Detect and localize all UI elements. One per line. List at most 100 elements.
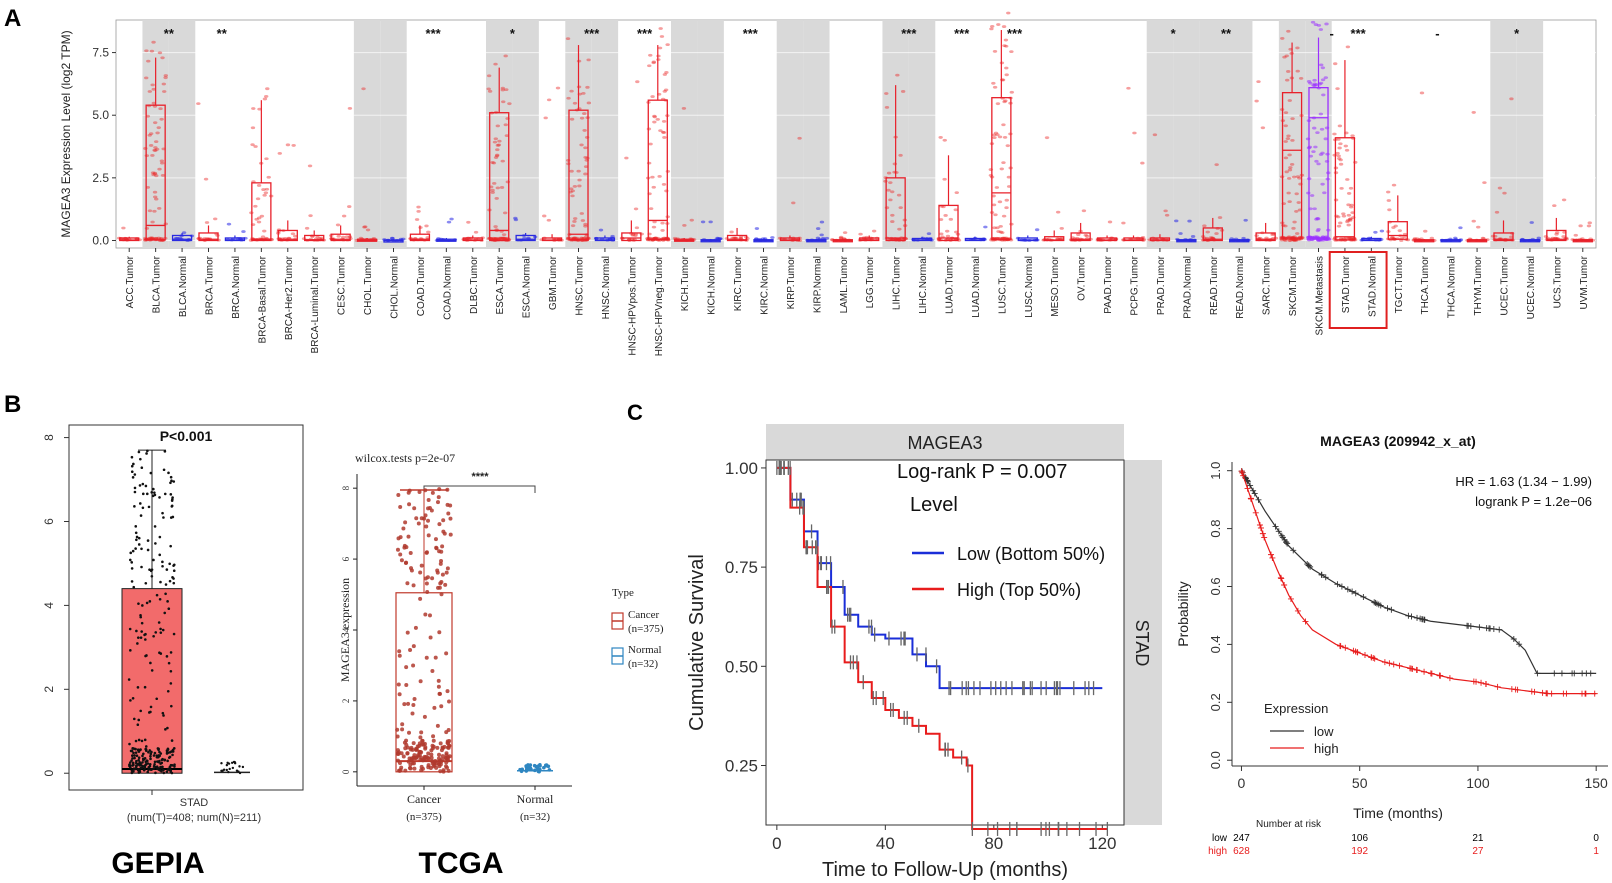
data-point (263, 191, 269, 195)
data-point (1482, 181, 1487, 185)
x-tick-label: KIRP.Normal (812, 256, 823, 313)
data-point (146, 759, 149, 763)
data-point (630, 233, 635, 237)
data-point (1004, 44, 1009, 48)
data-point (1552, 204, 1557, 208)
data-point (513, 216, 518, 220)
data-point (491, 161, 497, 165)
data-point (1290, 238, 1296, 242)
data-point (1379, 229, 1385, 233)
data-point (412, 506, 417, 511)
data-point (1387, 208, 1392, 212)
data-point (396, 682, 401, 687)
data-point (497, 236, 503, 240)
data-point (647, 64, 652, 68)
data-point (1344, 148, 1350, 152)
data-point (1152, 133, 1158, 137)
panel-label-c: C (627, 400, 643, 425)
data-point (137, 738, 141, 742)
y-tick-label: 6 (42, 518, 56, 525)
data-point (992, 50, 998, 53)
data-point (1306, 191, 1311, 195)
data-point (566, 96, 571, 100)
data-point (227, 770, 230, 774)
shade-band (671, 20, 698, 248)
data-point (583, 146, 588, 150)
data-point (1292, 238, 1297, 242)
data-point (446, 768, 451, 773)
x-tick-label: READ.Tumor (1209, 255, 1220, 315)
data-point (1471, 111, 1476, 114)
x-tick-label: BRCA.Tumor (205, 255, 216, 315)
data-point (1282, 55, 1287, 59)
data-point (1001, 123, 1006, 127)
data-point (579, 143, 584, 147)
data-point (168, 579, 172, 583)
data-point (129, 649, 132, 652)
y-tick-label: 2 (42, 686, 56, 693)
data-point (890, 213, 895, 217)
data-point (148, 237, 154, 240)
data-point (648, 142, 653, 146)
data-point (572, 185, 578, 188)
data-point (730, 236, 735, 240)
significance-label: *** (1007, 26, 1023, 41)
x-tick-label: 0 (772, 834, 781, 853)
data-point (494, 154, 500, 158)
data-point (130, 561, 134, 564)
data-point (819, 220, 825, 224)
data-point (164, 728, 167, 731)
x-tick-label: UCEC.Normal (1526, 256, 1537, 319)
x-tick-label: THCA.Normal (1447, 256, 1458, 318)
data-point (577, 178, 582, 182)
data-point (227, 762, 231, 765)
data-point (130, 455, 134, 459)
data-point (1214, 163, 1219, 167)
data-point (148, 763, 152, 766)
y-axis-label: MAGEA3 expression (338, 578, 352, 682)
data-point (404, 665, 409, 670)
data-point (401, 526, 406, 531)
x-tick-label: HNSC.Tumor (575, 255, 586, 315)
data-point (163, 758, 167, 762)
data-point (171, 496, 174, 499)
data-point (898, 153, 903, 157)
data-point (154, 197, 159, 201)
data-point (165, 770, 169, 774)
significance-label: *** (743, 26, 759, 41)
data-point (285, 143, 291, 147)
data-point (158, 107, 163, 111)
data-point (1287, 238, 1292, 242)
data-point (389, 236, 395, 240)
data-point (151, 87, 156, 91)
data-point (409, 566, 414, 571)
data-point (134, 531, 138, 535)
data-point (1282, 237, 1288, 241)
data-point (159, 161, 165, 165)
data-point (1284, 170, 1289, 174)
censor-mark (1334, 581, 1341, 588)
data-point (652, 120, 657, 124)
data-point (1280, 37, 1285, 40)
data-point (133, 756, 136, 760)
data-point (524, 764, 528, 768)
significance-label: * (510, 26, 516, 41)
data-point (150, 83, 155, 87)
data-point (162, 516, 165, 519)
data-point (153, 525, 157, 528)
data-point (1309, 194, 1315, 197)
data-point (226, 222, 232, 226)
data-point (146, 762, 150, 765)
data-point (1205, 230, 1210, 234)
data-point (161, 560, 164, 564)
data-point (1347, 236, 1353, 240)
data-point (141, 506, 145, 510)
data-point (436, 678, 441, 683)
shade-band (1516, 20, 1544, 248)
data-point (1190, 235, 1196, 238)
data-point (137, 758, 140, 762)
data-point (585, 85, 590, 89)
data-point (569, 117, 575, 121)
data-point (650, 95, 655, 98)
